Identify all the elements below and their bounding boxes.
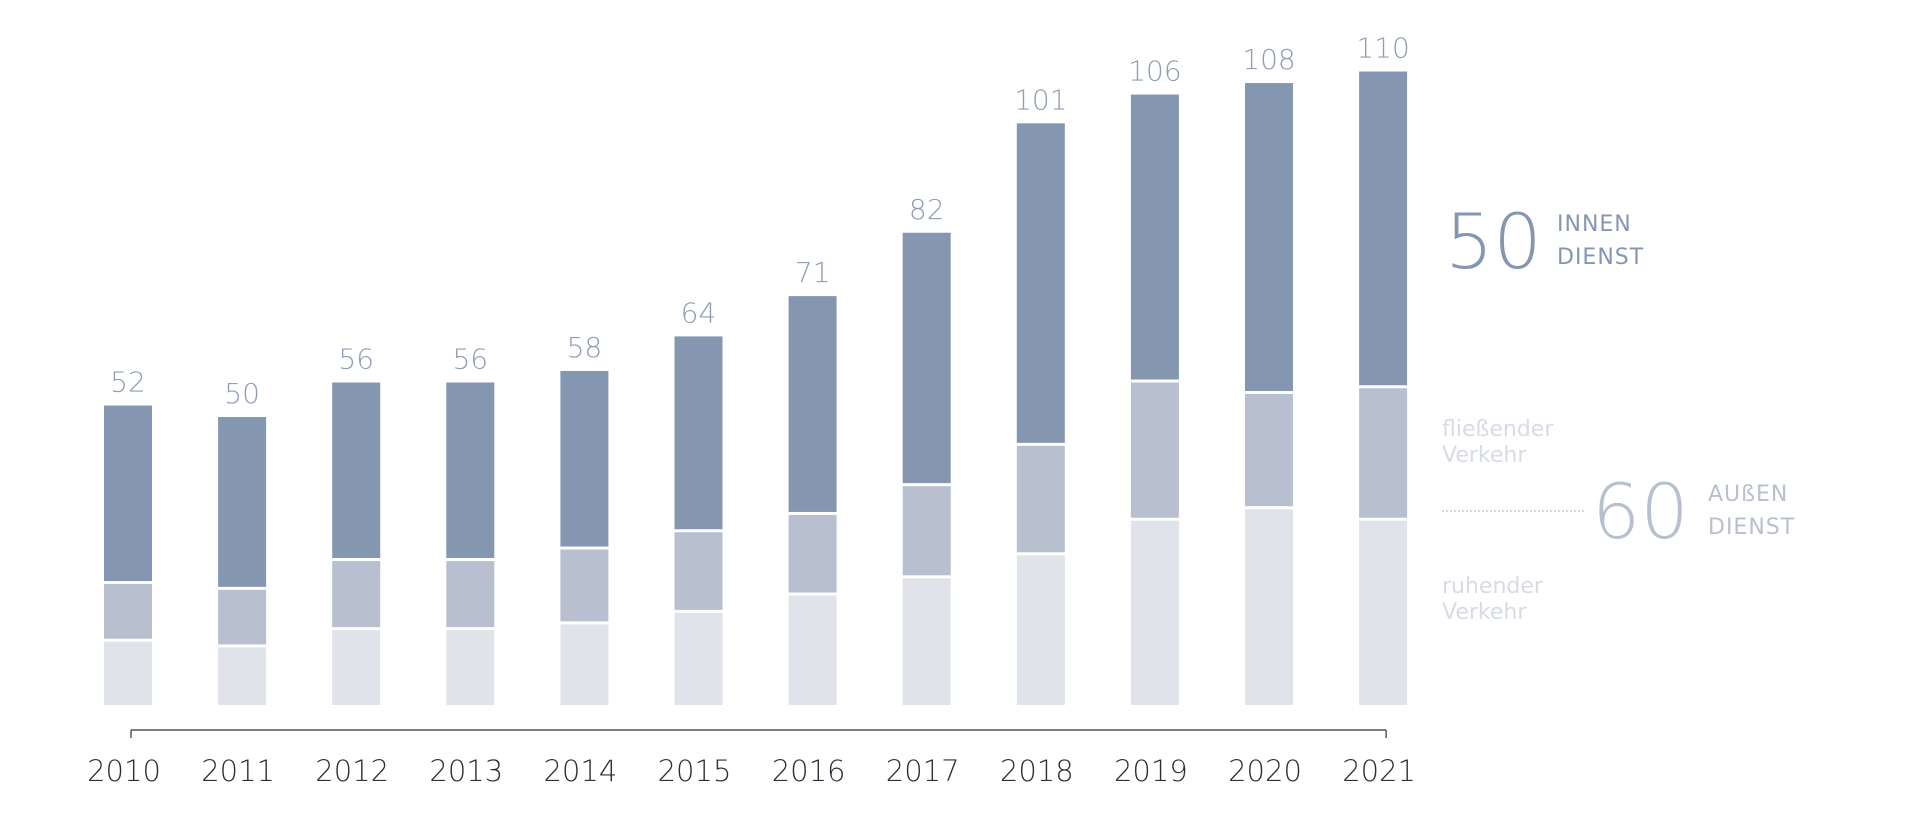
bar-segment-2020-0	[1245, 509, 1293, 705]
total-label-2014: 58	[567, 331, 603, 364]
ruhend-label-line1: ruhender	[1442, 574, 1544, 599]
bar-segment-2011-1	[218, 589, 267, 645]
bar-segment-2013-2	[446, 382, 495, 559]
aussendienst-label-line2: DIENST	[1708, 515, 1795, 540]
bar-segment-2014-0	[560, 624, 609, 705]
total-label-2010: 52	[110, 366, 146, 399]
year-label-2016: 2016	[772, 754, 846, 788]
ruhend-label-line2: Verkehr	[1442, 600, 1527, 625]
fliessend-label-line1: fließender	[1442, 417, 1554, 442]
total-label-2015: 64	[681, 296, 717, 329]
bar-segment-2015-0	[674, 612, 723, 705]
bar-segment-2021-2	[1359, 71, 1408, 386]
year-label-2011: 2011	[201, 754, 275, 788]
bar-segment-2015-2	[674, 336, 723, 530]
bar-segment-2013-1	[446, 561, 495, 628]
bar-segment-2012-0	[332, 630, 381, 705]
innendienst-label-line2: DIENST	[1557, 245, 1644, 270]
total-label-2020: 108	[1242, 43, 1295, 76]
year-label-2017: 2017	[886, 754, 960, 788]
innendienst-label-line1: INNEN	[1557, 212, 1632, 237]
bar-segment-2010-0	[104, 641, 152, 705]
total-label-2016: 71	[795, 256, 831, 289]
bar-segment-2016-2	[788, 296, 837, 512]
bars-group	[104, 71, 1408, 705]
side-legend: 50 INNEN DIENST fließender Verkehr 60 AU…	[1442, 197, 1795, 625]
bar-segment-2021-1	[1359, 388, 1408, 518]
year-label-2020: 2020	[1228, 754, 1302, 788]
total-label-2021: 110	[1356, 32, 1409, 65]
bar-segment-2013-0	[446, 630, 495, 705]
total-labels-group: 52 50 56 56 58 64 71 82 101 106 108 110	[110, 32, 1410, 411]
bar-segment-2019-2	[1130, 94, 1179, 380]
bar-segment-2011-2	[218, 417, 267, 587]
bar-segment-2020-1	[1245, 394, 1293, 507]
year-label-2021: 2021	[1342, 754, 1416, 788]
aussendienst-value: 60	[1592, 467, 1689, 556]
fliessend-label-line2: Verkehr	[1442, 443, 1527, 468]
bar-segment-2018-1	[1016, 445, 1065, 553]
bar-segment-2014-2	[560, 370, 609, 547]
year-label-2010: 2010	[87, 754, 161, 788]
total-label-2018: 101	[1014, 83, 1067, 116]
year-label-2012: 2012	[315, 754, 389, 788]
total-label-2011: 50	[224, 377, 260, 410]
bar-segment-2019-1	[1130, 382, 1179, 518]
bar-segment-2010-1	[104, 584, 152, 639]
bar-segment-2012-2	[332, 382, 381, 559]
bar-segment-2012-1	[332, 561, 381, 628]
bar-segment-2014-1	[560, 549, 609, 622]
aussendienst-label-line1: AUßEN	[1708, 482, 1788, 507]
x-axis: 2010 2011 2012 2013 2014 2015 2016 2017 2018 2019…	[87, 729, 1416, 788]
year-label-2015: 2015	[658, 754, 732, 788]
bar-segment-2016-0	[788, 595, 837, 705]
year-label-2013: 2013	[429, 754, 503, 788]
year-label-2018: 2018	[1000, 754, 1074, 788]
bar-segment-2018-2	[1016, 123, 1065, 443]
bar-segment-2019-0	[1130, 520, 1179, 705]
total-label-2012: 56	[338, 343, 374, 376]
year-label-2014: 2014	[543, 754, 617, 788]
year-label-2019: 2019	[1114, 754, 1188, 788]
innendienst-value: 50	[1445, 197, 1542, 286]
bar-segment-2018-0	[1016, 555, 1065, 705]
bar-segment-2011-0	[218, 647, 267, 705]
bar-segment-2021-0	[1359, 520, 1408, 705]
bar-segment-2015-1	[674, 532, 723, 610]
total-label-2013: 56	[452, 343, 488, 376]
total-label-2017: 82	[909, 193, 945, 226]
bar-segment-2020-2	[1245, 83, 1293, 392]
bar-segment-2010-2	[104, 405, 152, 582]
bar-segment-2017-2	[902, 232, 951, 484]
bar-segment-2017-0	[902, 578, 951, 705]
bar-segment-2016-1	[788, 514, 837, 593]
bar-segment-2017-1	[902, 486, 951, 576]
total-label-2019: 106	[1128, 55, 1181, 88]
